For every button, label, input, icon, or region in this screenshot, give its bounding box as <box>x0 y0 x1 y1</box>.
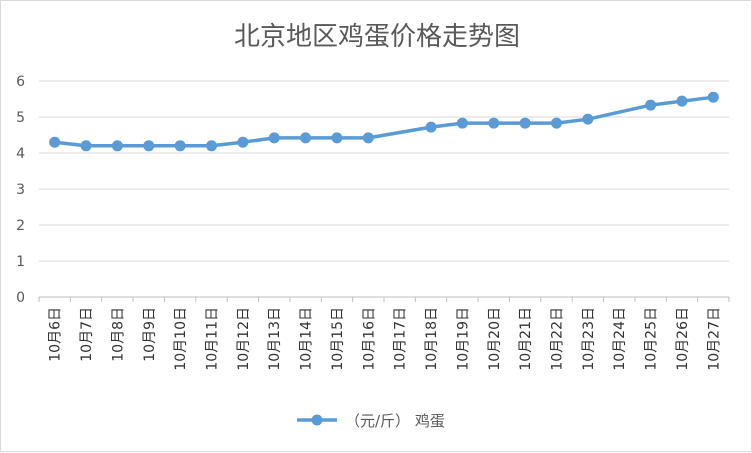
x-axis <box>38 296 730 302</box>
x-tick-label: 10月20日 <box>487 307 503 371</box>
data-point <box>49 136 61 148</box>
y-tick-label: 3 <box>16 182 25 198</box>
legend-marker-icon <box>311 414 323 426</box>
x-tick-label: 10月18日 <box>424 307 440 371</box>
x-tick-label: 10月12日 <box>236 307 252 371</box>
data-point <box>111 140 123 152</box>
x-tick-label: 10月15日 <box>330 307 346 371</box>
y-tick-label: 5 <box>16 110 25 126</box>
data-point <box>425 121 437 133</box>
x-tick-label: 10月26日 <box>675 307 691 371</box>
data-point <box>268 132 280 144</box>
x-tick-label: 10月25日 <box>644 307 660 371</box>
y-tick-label: 2 <box>16 218 25 234</box>
series-layer <box>49 91 719 152</box>
x-tick-label: 10月10日 <box>173 307 189 371</box>
data-point <box>551 117 562 129</box>
x-tick-label: 10月13日 <box>267 307 283 371</box>
x-axis-ticks: 10月6日 10月7日 10月8日 10月9日 10月10日 10月11日 10月12日 10… <box>48 307 723 371</box>
x-tick-label: 10月19日 <box>455 307 471 371</box>
data-point <box>300 132 312 144</box>
x-tick-label: 10月22日 <box>550 307 566 371</box>
x-tick-label: 10月23日 <box>581 307 597 371</box>
data-point <box>80 140 92 152</box>
y-axis-ticks: 0 1 2 3 4 5 6 <box>16 74 25 306</box>
x-tick-label: 10月14日 <box>299 307 315 371</box>
data-point <box>488 117 500 129</box>
x-tick-label: 10月7日 <box>79 307 95 362</box>
x-tick-label: 10月9日 <box>142 307 158 362</box>
x-tick-label: 10月27日 <box>706 307 722 371</box>
gridlines <box>39 80 729 262</box>
legend: （元/斤） 鸡蛋 <box>297 412 445 430</box>
x-tick-label: 10月17日 <box>393 307 409 371</box>
data-point <box>676 95 688 107</box>
y-tick-label: 4 <box>16 146 25 162</box>
data-point <box>645 99 657 111</box>
data-point <box>206 140 217 152</box>
data-point <box>362 132 374 144</box>
x-tick-label: 10月8日 <box>110 307 126 362</box>
data-point <box>519 117 531 129</box>
data-point <box>143 140 155 152</box>
x-tick-label: 10月24日 <box>612 307 628 371</box>
data-point <box>707 91 719 103</box>
data-point <box>582 113 594 125</box>
x-tick-label: 10月21日 <box>518 307 534 371</box>
data-point <box>331 132 343 144</box>
series-line <box>52 95 716 148</box>
legend-label: （元/斤） 鸡蛋 <box>345 412 445 430</box>
x-tick-label: 10月16日 <box>361 307 377 371</box>
y-tick-label: 0 <box>16 290 25 306</box>
y-tick-label: 1 <box>16 254 25 270</box>
data-point <box>237 136 249 148</box>
data-point <box>456 117 468 129</box>
chart-title: 北京地区鸡蛋价格走势图 <box>234 22 520 52</box>
x-tick-label: 10月11日 <box>205 307 221 371</box>
y-tick-label: 6 <box>16 74 25 90</box>
x-tick-label: 10月6日 <box>48 307 64 362</box>
data-point <box>174 140 186 152</box>
